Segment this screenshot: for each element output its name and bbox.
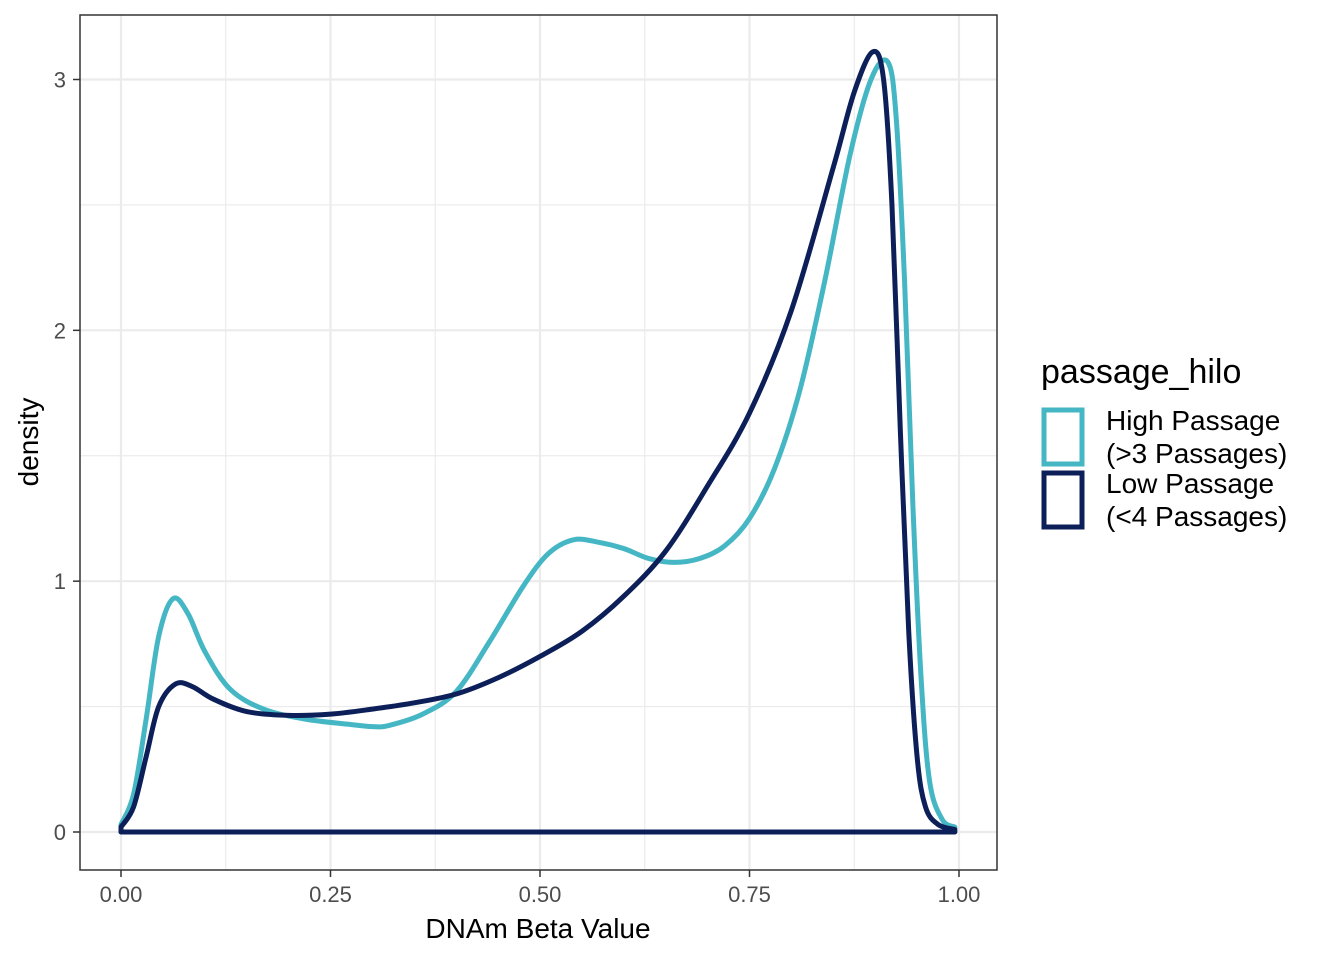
y-tick-label: 3 bbox=[54, 68, 66, 93]
y-axis: 0 1 2 3 bbox=[54, 68, 80, 845]
density-series bbox=[118, 48, 958, 835]
y-tick-label: 2 bbox=[54, 318, 66, 343]
x-tick-label: 1.00 bbox=[938, 882, 981, 907]
legend: passage_hilo High Passage (>3 Passages)Lo… bbox=[1041, 353, 1287, 532]
legend-item-low-passage: Low Passage (<4 Passages) bbox=[1041, 468, 1287, 532]
x-tick-label: 0.00 bbox=[100, 882, 143, 907]
y-tick-label: 0 bbox=[54, 820, 66, 845]
x-axis: 0.00 0.25 0.50 0.75 1.00 bbox=[100, 870, 981, 907]
legend-key bbox=[1041, 470, 1085, 530]
minor-gridlines bbox=[80, 15, 997, 870]
x-tick-label: 0.25 bbox=[309, 882, 352, 907]
y-tick-label: 1 bbox=[54, 569, 66, 594]
legend-title: passage_hilo bbox=[1041, 353, 1241, 391]
legend-key bbox=[1041, 407, 1085, 467]
legend-item-high-passage: High Passage (>3 Passages) bbox=[1041, 405, 1287, 469]
y-axis-title: density bbox=[13, 398, 44, 487]
x-tick-label: 0.75 bbox=[728, 882, 771, 907]
x-tick-label: 0.50 bbox=[519, 882, 562, 907]
legend-label: Low Passage (<4 Passages) bbox=[1106, 468, 1287, 532]
major-gridlines bbox=[80, 15, 997, 870]
plot-panel-border bbox=[79, 14, 998, 871]
density-line-low-passage bbox=[118, 48, 958, 835]
x-axis-title: DNAm Beta Value bbox=[425, 913, 650, 944]
legend-label: High Passage (>3 Passages) bbox=[1106, 405, 1287, 469]
density-line-high-passage bbox=[118, 57, 958, 835]
